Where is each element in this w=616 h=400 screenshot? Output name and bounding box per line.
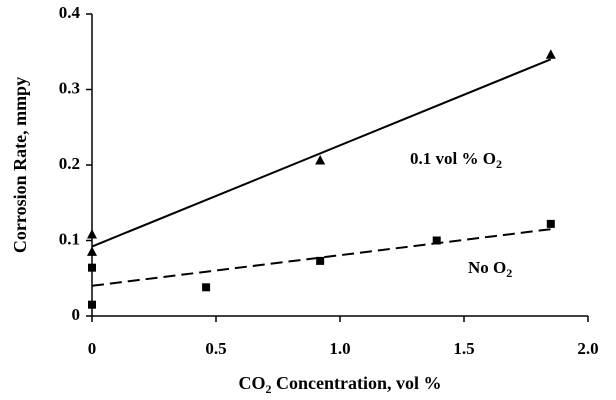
annotation-part: No O (468, 258, 506, 277)
x-axis-title-part: Concentration, vol % (272, 373, 442, 393)
x-axis-title-sub: 2 (266, 382, 272, 396)
y-tick-label: 0.3 (59, 78, 80, 97)
data-point (432, 236, 441, 245)
data-point (88, 263, 96, 272)
x-tick-label: 1.5 (453, 339, 474, 358)
data-point (87, 228, 97, 239)
x-axis-title: CO2 Concentration, vol % (239, 373, 442, 396)
annotation-sub: 2 (496, 157, 502, 171)
data-point (202, 283, 211, 292)
x-tick-label: 2.0 (577, 339, 598, 358)
annotation-sub: 2 (506, 266, 512, 280)
x-axis-title-part: CO (239, 373, 266, 393)
x-tick-label: 0 (88, 339, 97, 358)
annotation: No O2 (468, 258, 512, 280)
y-axis-title: Corrosion Rate, mmpy (10, 77, 30, 253)
data-point (87, 246, 97, 256)
data-point (315, 154, 326, 165)
trend-line (91, 58, 552, 248)
y-tick-label: 0 (72, 305, 81, 324)
trend-line (91, 228, 551, 287)
y-tick-label: 0.2 (59, 154, 80, 173)
annotation-part: 0.1 vol % O (410, 149, 496, 168)
y-tick-label: 0.4 (59, 3, 81, 22)
y-tick-label: 0.1 (59, 229, 80, 248)
data-point (316, 256, 325, 265)
data-point (88, 300, 96, 309)
annotation: 0.1 vol % O2 (410, 149, 502, 171)
x-tick-label: 0.5 (205, 339, 226, 358)
data-point (545, 49, 556, 59)
x-tick-label: 1.0 (329, 339, 350, 358)
data-point (546, 219, 555, 228)
